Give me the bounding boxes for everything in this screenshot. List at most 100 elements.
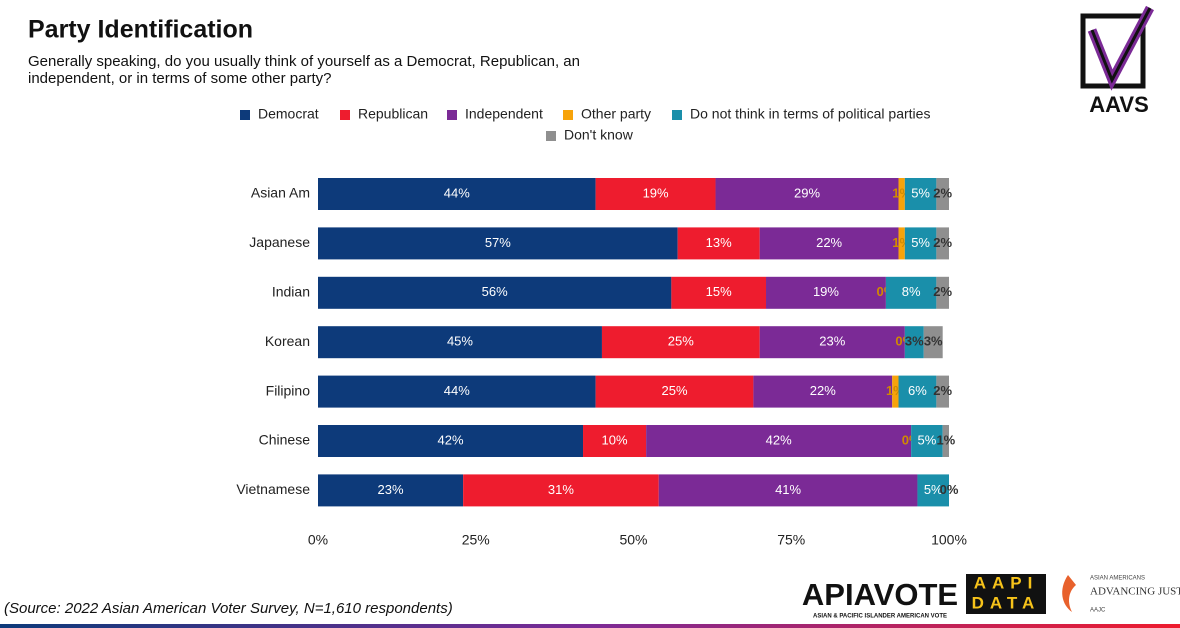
bar-segment bbox=[904, 326, 924, 359]
bar-segment bbox=[318, 425, 584, 457]
y-tick-label: Vietnamese bbox=[236, 481, 310, 497]
bar-segment bbox=[463, 474, 659, 507]
data-label: 2% bbox=[933, 185, 952, 200]
logo-check bbox=[1090, 7, 1152, 84]
bar-segment bbox=[911, 425, 943, 457]
x-tick-label: 0% bbox=[308, 532, 328, 548]
data-label: 45% bbox=[447, 334, 473, 349]
logo-text: AAJC bbox=[1090, 608, 1106, 614]
y-tick-label: Chinese bbox=[259, 432, 311, 448]
legend-swatch bbox=[447, 110, 457, 120]
bar-segment bbox=[942, 425, 949, 457]
data-label: 44% bbox=[444, 383, 470, 398]
data-label: 5% bbox=[924, 482, 943, 497]
y-tick-label: Asian Am bbox=[251, 185, 310, 201]
data-label: 5% bbox=[918, 432, 937, 447]
y-tick-label: Korean bbox=[265, 333, 310, 349]
bar-segment bbox=[601, 326, 760, 359]
legend-label: Do not think in terms of political parti… bbox=[690, 106, 930, 122]
aavs-logo: AAVS bbox=[1080, 5, 1154, 117]
data-label: 5% bbox=[911, 235, 930, 250]
data-label: 1% bbox=[936, 432, 955, 447]
data-label: 44% bbox=[444, 185, 470, 200]
bar-segment bbox=[677, 227, 760, 260]
data-label: 3% bbox=[905, 334, 924, 349]
data-label: 23% bbox=[378, 482, 404, 497]
legend-label: Democrat bbox=[258, 106, 319, 122]
bar-segment bbox=[898, 375, 937, 408]
bar-segment bbox=[917, 474, 949, 507]
bar-segment bbox=[671, 276, 767, 309]
bar-segment bbox=[898, 227, 905, 260]
chart-subtitle: independent, or in terms of some other p… bbox=[28, 70, 332, 87]
bar-segment bbox=[904, 178, 937, 210]
x-tick-label: 100% bbox=[931, 532, 967, 548]
data-label: 22% bbox=[810, 383, 836, 398]
bar-segment bbox=[904, 227, 937, 260]
bar-segment bbox=[936, 178, 949, 210]
legend-swatch bbox=[672, 110, 682, 120]
y-tick-label: Indian bbox=[272, 284, 310, 300]
data-label: 2% bbox=[933, 383, 952, 398]
bar-segment bbox=[318, 326, 602, 359]
bar-segment bbox=[318, 227, 678, 260]
bar-segment bbox=[885, 276, 937, 309]
chart-subtitle: Generally speaking, do you usually think… bbox=[28, 53, 580, 70]
legend-label: Independent bbox=[465, 106, 543, 122]
aajc-logo: ASIAN AMERICANS ADVANCING JUSTICE AAJC bbox=[1062, 575, 1180, 614]
logo-box bbox=[966, 574, 1046, 614]
logo-flame bbox=[1062, 575, 1076, 612]
data-label: 15% bbox=[706, 284, 732, 299]
data-label: 19% bbox=[813, 284, 839, 299]
bar-segment bbox=[936, 276, 949, 309]
bar-segment bbox=[936, 227, 949, 260]
x-tick-label: 75% bbox=[777, 532, 805, 548]
data-label: 57% bbox=[485, 235, 511, 250]
data-label: 0% bbox=[940, 482, 959, 497]
bar-segment bbox=[318, 178, 596, 210]
bar-segment bbox=[759, 227, 899, 260]
bar-segment bbox=[766, 276, 886, 309]
logo-text: DATA bbox=[972, 593, 1041, 612]
x-tick-label: 25% bbox=[462, 532, 490, 548]
logo-text: ASIAN & PACIFIC ISLANDER AMERICAN VOTE bbox=[813, 614, 947, 620]
logo-text: ASIAN AMERICANS bbox=[1090, 576, 1145, 582]
data-label: 2% bbox=[933, 235, 952, 250]
data-label: 6% bbox=[908, 383, 927, 398]
bar-segment bbox=[898, 178, 905, 210]
bar-segment bbox=[715, 178, 899, 210]
bar-segment bbox=[318, 276, 672, 309]
data-label: 25% bbox=[668, 334, 694, 349]
bar-segment bbox=[936, 375, 949, 408]
logo-text: AAPI bbox=[974, 573, 1039, 592]
data-label: 23% bbox=[819, 334, 845, 349]
bar-segment bbox=[318, 375, 596, 408]
legend-swatch bbox=[240, 110, 250, 120]
data-label: 8% bbox=[902, 284, 921, 299]
data-label: 19% bbox=[643, 185, 669, 200]
data-label: 10% bbox=[602, 432, 628, 447]
data-label: 42% bbox=[437, 432, 463, 447]
bar-segment bbox=[583, 425, 647, 457]
logo-text: AAVS bbox=[1089, 92, 1149, 117]
data-label: 56% bbox=[482, 284, 508, 299]
legend-swatch bbox=[340, 110, 350, 120]
bar-segment bbox=[753, 375, 893, 408]
data-label: 42% bbox=[766, 432, 792, 447]
data-label: 3% bbox=[924, 334, 943, 349]
bar-segment bbox=[595, 375, 754, 408]
logo-text: ADVANCING JUSTICE bbox=[1090, 586, 1180, 598]
data-label: 29% bbox=[794, 185, 820, 200]
bar-segment bbox=[759, 326, 905, 359]
data-label: 22% bbox=[816, 235, 842, 250]
y-tick-label: Japanese bbox=[249, 234, 310, 250]
legend-swatch bbox=[546, 131, 556, 141]
data-label: 5% bbox=[911, 185, 930, 200]
bar-segment bbox=[892, 375, 899, 408]
data-label: 13% bbox=[706, 235, 732, 250]
chart-title: Party Identification bbox=[28, 16, 253, 44]
bar-segment bbox=[595, 178, 716, 210]
apiavote-logo: APIAVOTE ASIAN & PACIFIC ISLANDER AMERIC… bbox=[802, 577, 958, 619]
legend-label: Other party bbox=[581, 106, 651, 122]
